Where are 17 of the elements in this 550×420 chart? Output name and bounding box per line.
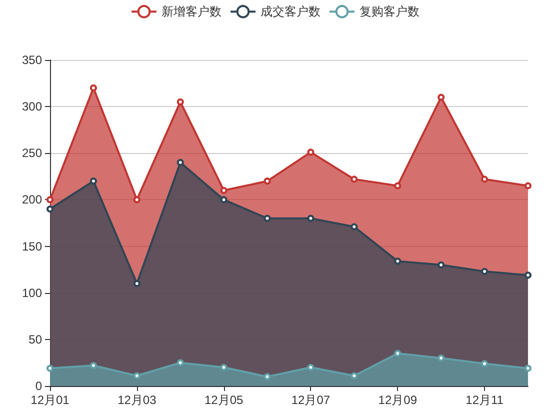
x-tick-label: 12月09 (378, 393, 418, 407)
legend-label: 复购客户数 (360, 4, 420, 19)
y-tick-label: 200 (22, 192, 42, 207)
legend-label: 新增客户数 (162, 4, 222, 19)
y-tick-label: 300 (22, 100, 42, 114)
y-tick-label: 100 (22, 286, 42, 300)
y-tick-label: 50 (28, 332, 42, 346)
y-tick-label: 350 (22, 53, 42, 67)
legend-label: 成交客户数 (260, 4, 320, 19)
x-tick-label: 12月11 (466, 393, 504, 407)
y-tick-label: 150 (22, 239, 42, 254)
y-tick-label: 0 (35, 379, 42, 393)
y-tick-label: 250 (22, 146, 42, 160)
x-tick-label: 12月05 (204, 393, 244, 407)
x-tick-label: 12月03 (118, 393, 157, 407)
x-tick-label: 12月01 (30, 393, 70, 407)
x-tick-label: 12月07 (291, 393, 330, 407)
